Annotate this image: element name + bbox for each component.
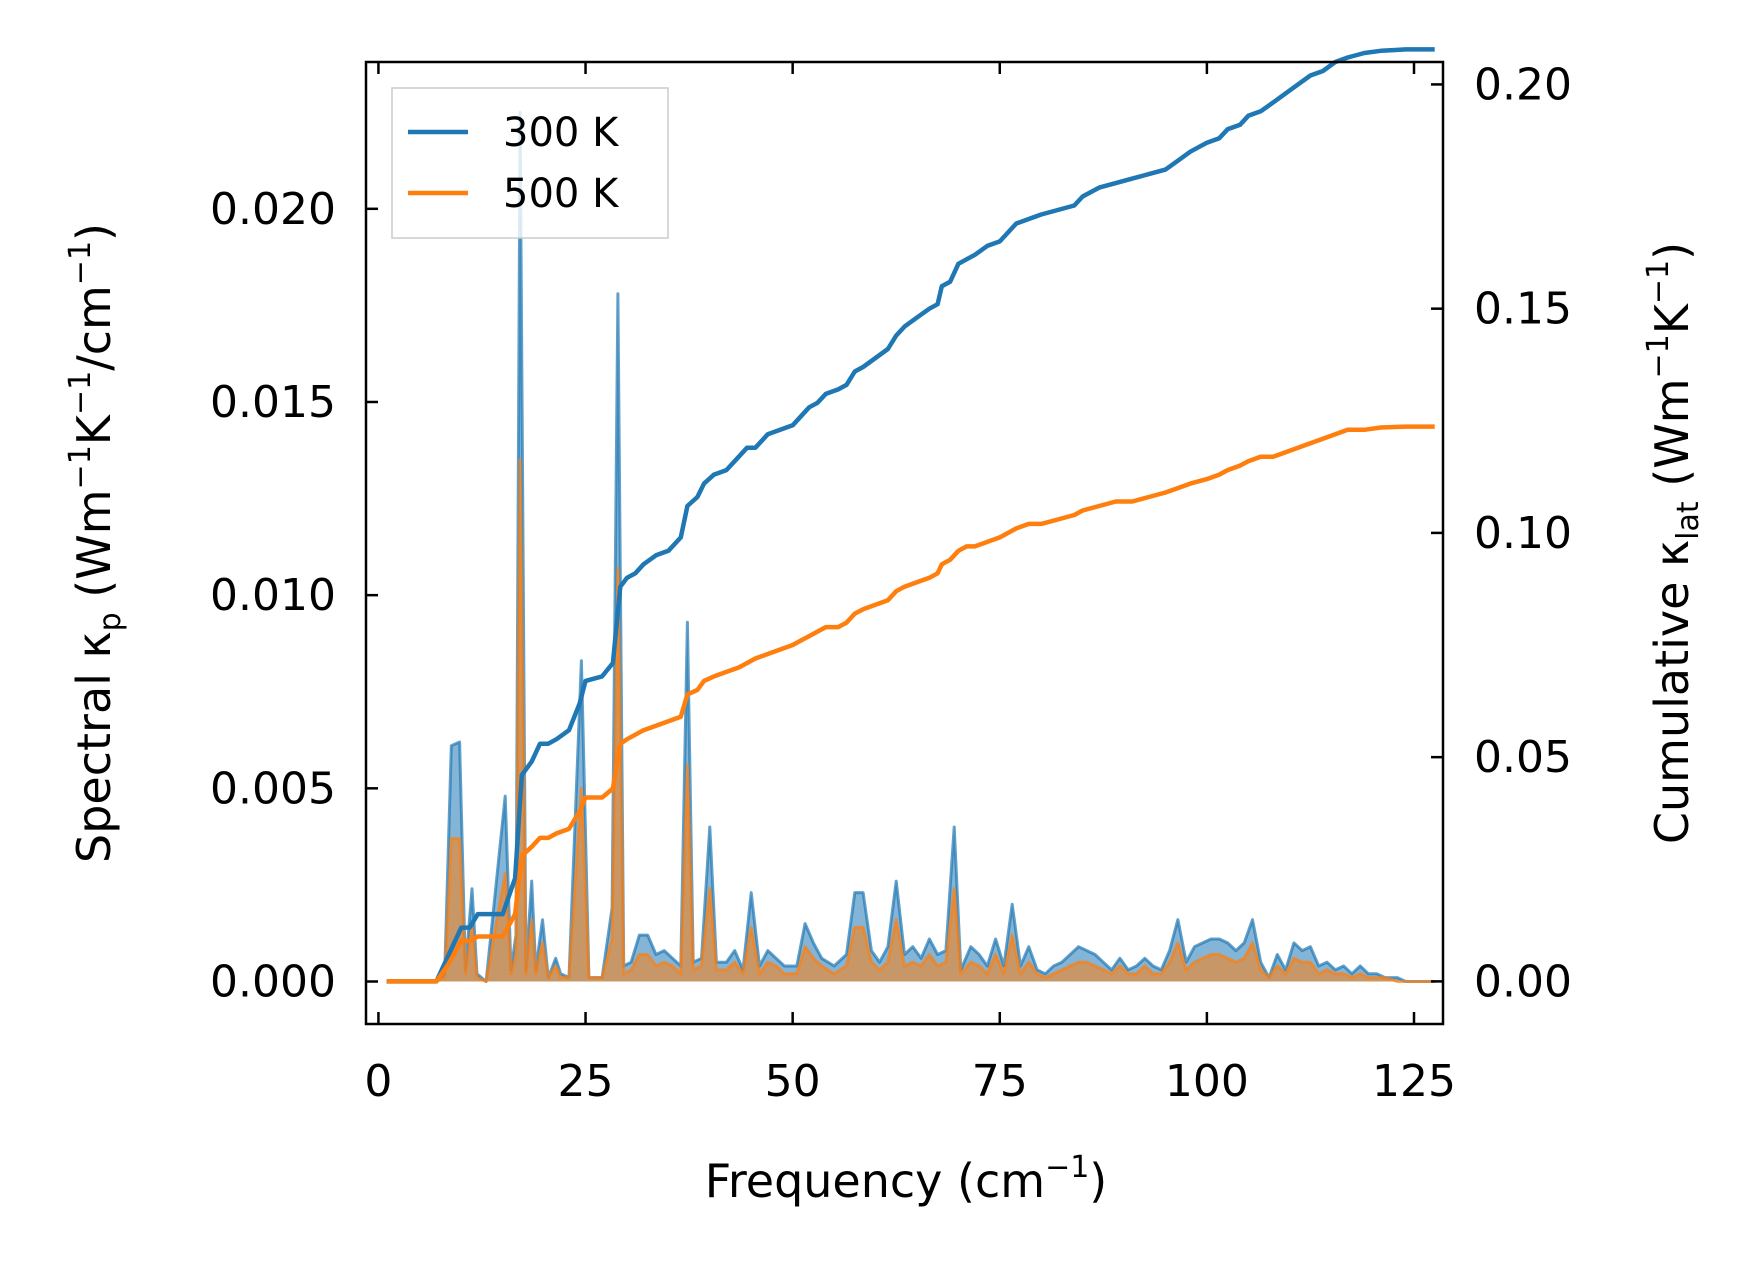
- x-axis-label: Frequency (cm−1): [705, 1150, 1108, 1208]
- spectral-area-300k: [386, 112, 1435, 982]
- cumulative-line-500k: [386, 424, 1435, 984]
- legend-box: [391, 87, 669, 239]
- y-left-tick-label: 0.020: [210, 184, 336, 235]
- y-right-tick-label: 0.15: [1474, 284, 1572, 335]
- x-tick-label: 0: [364, 1056, 392, 1107]
- y-axis-label-left: Spectral κp (Wm−1K−1/cm−1): [63, 223, 128, 863]
- x-tick-label: 50: [765, 1056, 821, 1107]
- legend-label-500k: 500 K: [503, 171, 620, 217]
- spectral-area-500k: [386, 459, 1435, 982]
- y-right-tick-label: 0.10: [1474, 508, 1572, 559]
- x-tick-label: 125: [1372, 1056, 1456, 1107]
- legend-label-300k: 300 K: [503, 110, 620, 156]
- x-tick-label: 100: [1165, 1056, 1249, 1107]
- cumulative-line-300k: [386, 47, 1435, 984]
- plot-frame: [364, 60, 1445, 1026]
- y-left-tick-label: 0.010: [210, 570, 336, 621]
- y-right-tick-label: 0.00: [1474, 956, 1572, 1007]
- spectral-line-500k: [386, 458, 1435, 983]
- y-left-tick-label: 0.015: [210, 377, 336, 428]
- y-right-tick-label: 0.05: [1474, 732, 1572, 783]
- y-right-tick-label: 0.20: [1474, 59, 1572, 110]
- spectral-line-300k: [386, 110, 1435, 983]
- x-tick-label: 25: [558, 1056, 614, 1107]
- y-left-tick-label: 0.000: [210, 957, 336, 1008]
- x-tick-label: 75: [972, 1056, 1028, 1107]
- y-axis-label-right: Cumulative κlat (Wm−1K−1): [1641, 242, 1706, 844]
- axis-ticks: 0 25 50 75 100 125 0.000 0.005 0.010 0.015 0.020 0.…: [210, 59, 1572, 1107]
- plot-area: [386, 47, 1435, 984]
- legend: 300 K 500 K: [391, 87, 669, 239]
- y-left-tick-label: 0.005: [210, 763, 336, 814]
